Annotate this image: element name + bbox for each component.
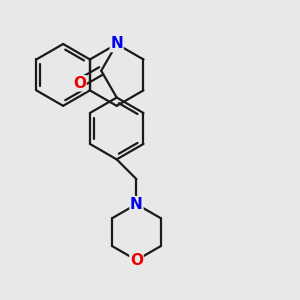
Text: N: N <box>110 37 123 52</box>
Text: O: O <box>73 76 86 91</box>
Text: N: N <box>130 197 143 212</box>
Text: O: O <box>130 253 143 268</box>
